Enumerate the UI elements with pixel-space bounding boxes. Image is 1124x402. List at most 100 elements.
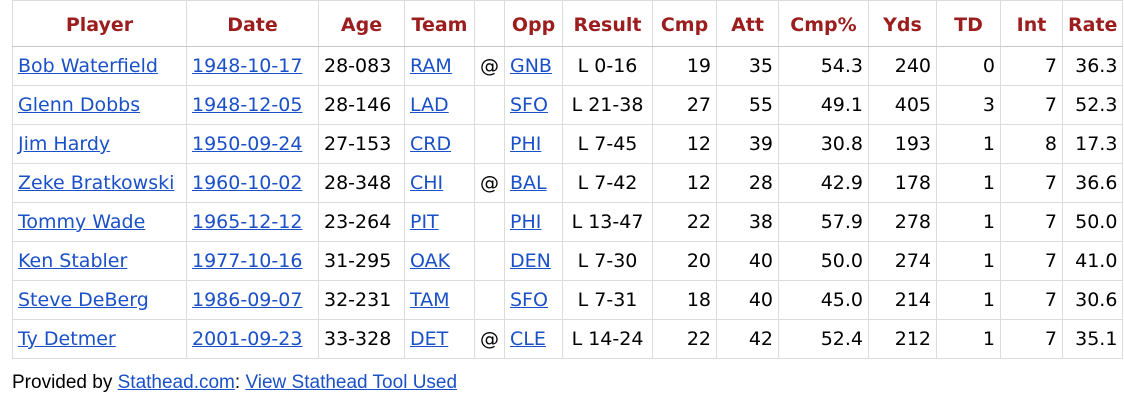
team-link[interactable]: PIT [410,211,439,233]
int-cell: 7 [1000,202,1063,242]
opp-link[interactable]: PHI [510,211,542,233]
int-cell: 7 [1000,241,1063,281]
date-link[interactable]: 1948-10-17 [192,55,303,77]
player-link[interactable]: Zeke Bratkowski [18,172,175,194]
date-link[interactable]: 1977-10-16 [192,250,303,272]
age-cell: 28-348 [318,163,405,203]
player-link[interactable]: Jim Hardy [18,133,111,155]
age-cell: 33-328 [318,319,405,359]
table-row: Zeke Bratkowski 1960-10-02 28-348 CHI @ … [12,163,1124,203]
int-cell: 7 [1000,46,1063,86]
opp-link[interactable]: BAL [510,172,547,194]
opp-link[interactable]: DEN [510,250,551,272]
td-cell: 1 [936,163,1001,203]
age-cell: 32-231 [318,280,405,320]
location-cell: @ [474,319,505,359]
opp-link[interactable]: PHI [510,133,542,155]
header-cmp[interactable]: Cmp [652,0,717,47]
attribution-separator: : [234,372,246,393]
rate-cell: 36.3 [1061,46,1124,86]
result-cell: L 7-42 [562,163,653,203]
rate-cell: 17.3 [1061,124,1124,164]
rate-cell: 36.6 [1061,163,1124,203]
result-cell: L 7-31 [562,280,653,320]
rate-cell: 50.0 [1061,202,1124,242]
header-location [474,0,505,47]
player-link[interactable]: Glenn Dobbs [18,94,141,116]
stathead-link[interactable]: Stathead.com [117,372,235,393]
att-cell: 38 [716,202,779,242]
td-cell: 1 [936,124,1001,164]
player-link[interactable]: Ken Stabler [18,250,128,272]
opp-link[interactable]: CLE [510,328,546,350]
location-cell [474,124,505,164]
header-age[interactable]: Age [318,0,405,47]
age-cell: 28-083 [318,46,405,86]
table-row: Steve DeBerg 1986-09-07 32-231 TAM SFO L… [12,280,1124,320]
header-cmp-pct[interactable]: Cmp% [778,0,869,47]
att-cell: 35 [716,46,779,86]
results-table-container: Player Date Age Team Opp Result Cmp Att … [12,0,1124,359]
player-link[interactable]: Bob Waterfield [18,55,158,77]
cmp-cell: 12 [652,163,717,203]
header-player[interactable]: Player [12,0,187,47]
player-link[interactable]: Steve DeBerg [18,289,149,311]
opp-link[interactable]: SFO [510,289,548,311]
header-rate[interactable]: Rate [1061,0,1124,47]
att-cell: 40 [716,241,779,281]
team-link[interactable]: RAM [410,55,452,77]
header-td[interactable]: TD [936,0,1001,47]
td-cell: 3 [936,85,1001,125]
td-cell: 0 [936,46,1001,86]
cmp-pct-cell: 45.0 [778,280,869,320]
location-cell: @ [474,46,505,86]
table-row: Tommy Wade 1965-12-12 23-264 PIT PHI L 1… [12,202,1124,242]
attribution-footer: Provided by Stathead.com: View Stathead … [12,372,457,394]
team-link[interactable]: LAD [410,94,449,116]
date-link[interactable]: 1965-12-12 [192,211,303,233]
header-date[interactable]: Date [186,0,319,47]
cmp-pct-cell: 54.3 [778,46,869,86]
yds-cell: 178 [868,163,937,203]
cmp-cell: 27 [652,85,717,125]
header-int[interactable]: Int [1000,0,1063,47]
td-cell: 1 [936,241,1001,281]
age-cell: 23-264 [318,202,405,242]
header-opp[interactable]: Opp [504,0,563,47]
cmp-pct-cell: 52.4 [778,319,869,359]
date-link[interactable]: 1950-09-24 [192,133,303,155]
date-link[interactable]: 1986-09-07 [192,289,303,311]
team-link[interactable]: CHI [410,172,444,194]
team-link[interactable]: TAM [410,289,450,311]
header-row: Player Date Age Team Opp Result Cmp Att … [12,0,1124,47]
rate-cell: 52.3 [1061,85,1124,125]
cmp-pct-cell: 30.8 [778,124,869,164]
header-att[interactable]: Att [716,0,779,47]
view-tool-link[interactable]: View Stathead Tool Used [245,372,458,393]
date-link[interactable]: 1948-12-05 [192,94,303,116]
opp-link[interactable]: GNB [510,55,552,77]
opp-link[interactable]: SFO [510,94,548,116]
td-cell: 1 [936,319,1001,359]
date-link[interactable]: 1960-10-02 [192,172,303,194]
yds-cell: 274 [868,241,937,281]
team-link[interactable]: DET [410,328,449,350]
header-team[interactable]: Team [404,0,475,47]
player-link[interactable]: Ty Detmer [18,328,116,350]
team-link[interactable]: CRD [410,133,452,155]
header-result[interactable]: Result [562,0,653,47]
header-yds[interactable]: Yds [868,0,937,47]
cmp-cell: 22 [652,319,717,359]
att-cell: 42 [716,319,779,359]
date-link[interactable]: 2001-09-23 [192,328,303,350]
team-link[interactable]: OAK [410,250,451,272]
age-cell: 31-295 [318,241,405,281]
age-cell: 28-146 [318,85,405,125]
rate-cell: 35.1 [1061,319,1124,359]
cmp-cell: 20 [652,241,717,281]
td-cell: 1 [936,280,1001,320]
player-link[interactable]: Tommy Wade [18,211,146,233]
int-cell: 7 [1000,85,1063,125]
td-cell: 1 [936,202,1001,242]
table-row: Glenn Dobbs 1948-12-05 28-146 LAD SFO L … [12,85,1124,125]
